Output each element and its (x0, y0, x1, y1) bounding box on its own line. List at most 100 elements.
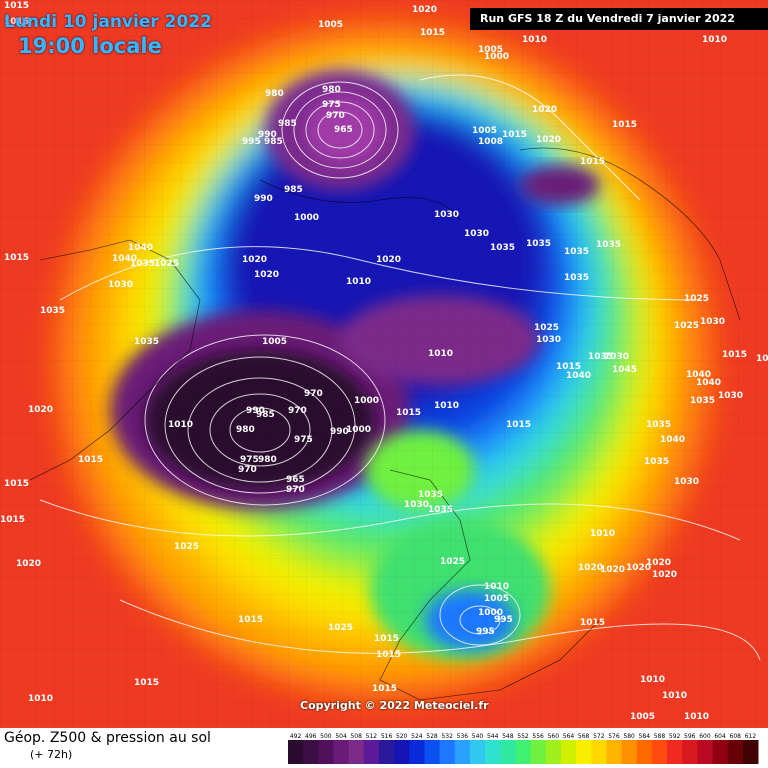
pressure-label: 1025 (328, 623, 353, 633)
legend-tick-label: 552 (517, 733, 529, 740)
legend-swatch (378, 740, 395, 764)
pressure-label: 1010 (428, 349, 453, 359)
pressure-label: 1015 (580, 618, 605, 628)
pressure-label: 1035 (644, 457, 669, 467)
pressure-label: 1040 (686, 370, 711, 380)
pressure-label: 970 (238, 465, 257, 475)
pressure-label: 1015 (556, 362, 581, 372)
legend-tick-label: 600 (699, 733, 711, 740)
legend-swatch (712, 740, 729, 764)
pressure-label: 990 (258, 130, 277, 140)
forecast-local-time: 19:00 locale (18, 34, 162, 58)
legend-swatch (667, 740, 683, 764)
legend-tick-label: 568 (578, 733, 590, 740)
legend-tick-label: 520 (396, 733, 408, 740)
legend-swatch (454, 740, 471, 764)
pressure-label: 1025 (154, 259, 179, 269)
pressure-label: 1020 (254, 270, 279, 280)
legend-swatch (409, 740, 425, 764)
pressure-label: 1000 (294, 213, 319, 223)
legend-swatch (515, 740, 532, 764)
pressure-label: 1015 (4, 479, 29, 489)
legend-tick-label: 548 (502, 733, 514, 740)
pressure-label: 970 (288, 406, 307, 416)
pressure-label: 1010 (434, 401, 459, 411)
pressure-label: 1015 (722, 350, 747, 360)
pressure-label: 1030 (674, 477, 699, 487)
legend-tick-label: 512 (366, 733, 378, 740)
pressure-label: 1005 (478, 45, 503, 55)
coastlines (29, 147, 741, 701)
legend-tick-label: 580 (623, 733, 635, 740)
pressure-label: 1030 (404, 500, 429, 510)
pressure-label: 1040 (128, 243, 153, 253)
pressure-label: 1035 (134, 337, 159, 347)
legend-swatch (348, 740, 365, 764)
pressure-label: 1035 (588, 352, 613, 362)
pressure-label: 1025 (684, 294, 709, 304)
forecast-date: Lundi 10 janvier 2022 (4, 12, 212, 32)
pressure-label: 1010 (484, 582, 509, 592)
pressure-label: 1010 (662, 691, 687, 701)
pressure-label: 1025 (534, 323, 559, 333)
pressure-label: 1000 (478, 608, 503, 618)
pressure-label: 1040 (696, 378, 721, 388)
pressure-label: 1010 (168, 420, 193, 430)
pressure-label: 1020 (16, 559, 41, 569)
legend-swatch (439, 740, 456, 764)
legend-swatch (591, 740, 607, 764)
pressure-label: 1010 (640, 675, 665, 685)
pressure-label: 995 (242, 137, 261, 147)
lat-lon-grid (0, 0, 768, 728)
legend-swatch (303, 740, 319, 764)
legend-tick-label: 572 (593, 733, 605, 740)
pressure-label: 1010 (702, 35, 727, 45)
pressure-label: 1015 (0, 515, 25, 525)
pressure-label: 980 (265, 89, 284, 99)
pressure-label: 1020 (600, 565, 625, 575)
legend-swatch (394, 740, 410, 764)
pressure-label: 1020 (28, 405, 53, 415)
pressure-label: 985 (264, 137, 283, 147)
legend-tick-label: 540 (472, 733, 484, 740)
legend-tick-label: 524 (411, 733, 423, 740)
pressure-label: 990 (254, 194, 273, 204)
legend-tick-label: 592 (669, 733, 681, 740)
legend-swatch (318, 740, 334, 764)
pressure-label: 980 (322, 85, 341, 95)
legend-swatch (288, 740, 304, 764)
pressure-label: 1020 (412, 5, 437, 15)
pressure-label: 985 (278, 119, 297, 129)
model-run-banner: Run GFS 18 Z du Vendredi 7 janvier 2022 (470, 8, 768, 30)
pressure-label: 980 (258, 455, 277, 465)
pressure-label: 1015 (4, 17, 29, 27)
pressure-label: 1035 (526, 239, 551, 249)
pressure-label: 1030 (434, 210, 459, 220)
pressure-label: 1010 (590, 529, 615, 539)
pressure-label: 1045 (612, 365, 637, 375)
pressure-label: 1005 (318, 20, 343, 30)
pressure-label: 1015 (4, 1, 29, 11)
pressure-label: 1035 (418, 490, 443, 500)
legend-tick-label: 560 (548, 733, 560, 740)
pressure-label: 1030 (700, 317, 725, 327)
pressure-label: 1040 (112, 254, 137, 264)
legend-swatch (727, 740, 744, 764)
pressure-label: 1030 (536, 335, 561, 345)
pressure-label: 1010 (346, 277, 371, 287)
pressure-label: 1015 (396, 408, 421, 418)
map-title: Géop. Z500 & pression au sol (4, 730, 211, 746)
pressure-label: 990 (246, 406, 265, 416)
pressure-label: 1015 (372, 684, 397, 694)
pressure-label: 1000 (346, 425, 371, 435)
pressure-label: 965 (286, 475, 305, 485)
legend-tick-label: 492 (290, 733, 302, 740)
pressure-label: 1035 (646, 420, 671, 430)
pressure-label: 1008 (478, 137, 503, 147)
legend-tick-label: 536 (457, 733, 469, 740)
pressure-label: 1015 (506, 420, 531, 430)
legend-swatch (469, 740, 486, 764)
pressure-label: 1010 (28, 694, 53, 704)
pressure-label: 985 (256, 410, 275, 420)
